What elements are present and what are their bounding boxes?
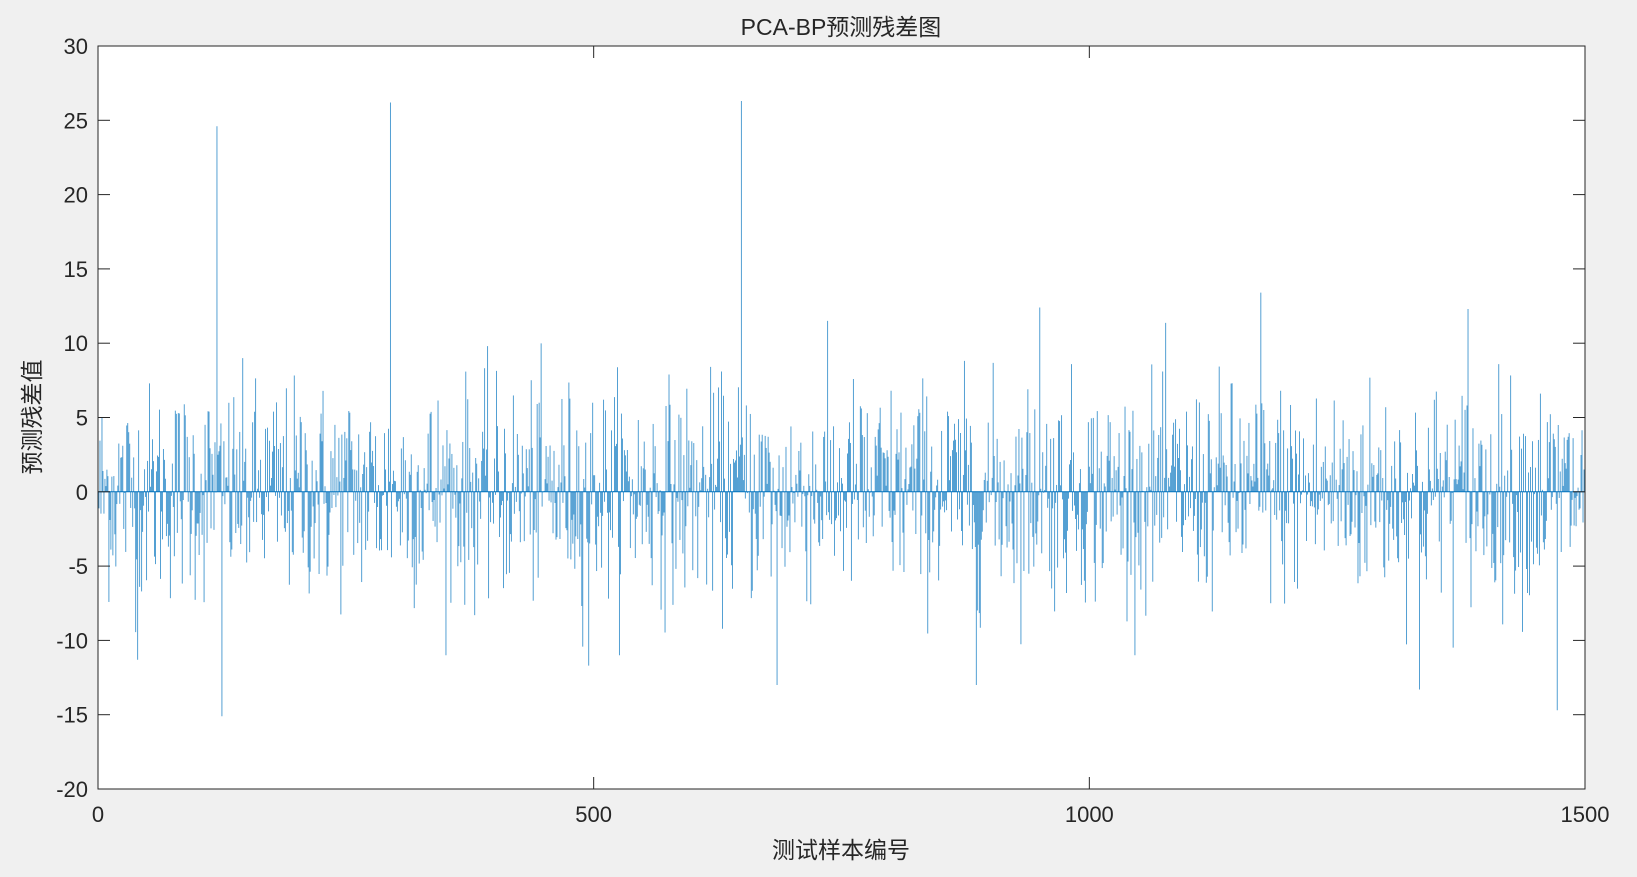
y-tick-label: 15 — [64, 257, 88, 282]
y-axis-ticks: -20 -15 -10 -5 0 5 10 15 20 25 30 — [56, 34, 1585, 802]
y-axis-label: 预测残差值 — [19, 360, 45, 475]
x-tick-label: 0 — [92, 802, 104, 827]
x-tick-label: 1000 — [1065, 802, 1114, 827]
y-tick-label: 20 — [64, 183, 88, 208]
x-tick-label: 1500 — [1561, 802, 1610, 827]
x-axis-ticks: 0 500 1000 1500 — [92, 46, 1610, 827]
y-tick-label: -15 — [56, 703, 88, 728]
x-tick-label: 500 — [575, 802, 612, 827]
y-tick-label: 0 — [76, 480, 88, 505]
bar-series — [98, 100, 1586, 717]
y-tick-label: -5 — [68, 554, 88, 579]
y-tick-label: 25 — [64, 108, 88, 133]
y-tick-label: 30 — [64, 34, 88, 59]
x-axis-label: 测试样本编号 — [772, 837, 910, 863]
chart-title: PCA-BP预测残差图 — [741, 14, 942, 40]
y-tick-label: 10 — [64, 331, 88, 356]
y-tick-label: -10 — [56, 628, 88, 653]
axes-background — [98, 46, 1585, 789]
y-tick-label: 5 — [76, 406, 88, 431]
y-tick-label: -20 — [56, 777, 88, 802]
